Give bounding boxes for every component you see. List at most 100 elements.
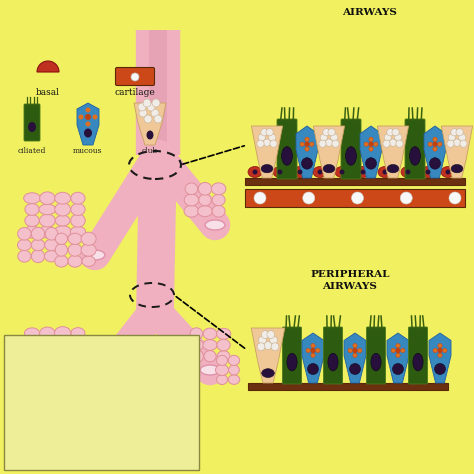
Ellipse shape [72,368,84,380]
Circle shape [352,348,358,353]
Ellipse shape [435,364,446,374]
Circle shape [369,137,373,142]
Circle shape [270,140,277,147]
Ellipse shape [86,379,98,391]
Ellipse shape [55,203,71,216]
Ellipse shape [18,386,31,397]
Ellipse shape [298,170,302,174]
Circle shape [92,115,98,119]
Text: basal: basal [36,88,60,97]
Ellipse shape [217,351,230,362]
Ellipse shape [371,353,381,371]
Circle shape [151,109,159,117]
Ellipse shape [228,375,240,384]
Circle shape [138,103,146,111]
Circle shape [401,348,405,353]
Ellipse shape [387,164,399,173]
Ellipse shape [356,166,370,177]
FancyBboxPatch shape [277,119,297,179]
Ellipse shape [392,364,403,374]
Ellipse shape [212,205,225,217]
Ellipse shape [287,353,297,371]
Polygon shape [387,333,409,383]
Circle shape [311,344,315,348]
Circle shape [369,147,373,151]
Ellipse shape [301,158,312,169]
Ellipse shape [335,166,349,177]
FancyBboxPatch shape [245,178,465,185]
Circle shape [391,348,395,353]
Ellipse shape [55,233,67,245]
Ellipse shape [39,361,56,373]
Circle shape [433,137,437,142]
FancyBboxPatch shape [323,327,343,384]
Text: cartilage: cartilage [115,88,155,97]
Ellipse shape [45,239,59,251]
Ellipse shape [71,360,85,374]
Circle shape [460,140,467,147]
FancyBboxPatch shape [24,104,40,141]
Circle shape [154,115,162,123]
Circle shape [448,134,456,141]
Ellipse shape [282,146,292,165]
Ellipse shape [46,385,58,398]
Ellipse shape [451,164,463,173]
Ellipse shape [323,164,335,173]
Circle shape [383,140,390,147]
Circle shape [305,147,309,151]
Ellipse shape [39,204,56,215]
Text: mucous: mucous [73,147,103,155]
Circle shape [300,142,304,146]
Circle shape [384,134,392,141]
Circle shape [267,331,275,338]
Ellipse shape [40,327,55,339]
Circle shape [269,134,276,141]
Ellipse shape [55,338,71,351]
Circle shape [332,140,339,147]
Circle shape [358,348,362,353]
Circle shape [328,128,335,136]
Circle shape [396,353,400,357]
Ellipse shape [217,328,231,339]
Ellipse shape [55,192,71,204]
Circle shape [319,140,326,147]
Ellipse shape [39,338,55,351]
Circle shape [139,109,147,117]
Circle shape [310,348,316,353]
Ellipse shape [413,353,423,371]
Ellipse shape [216,365,228,375]
Ellipse shape [185,183,198,195]
Circle shape [85,114,91,120]
Ellipse shape [24,193,40,204]
Ellipse shape [71,214,85,227]
Circle shape [433,147,437,151]
Circle shape [325,139,333,146]
Ellipse shape [217,356,228,365]
Ellipse shape [44,374,59,386]
Ellipse shape [58,379,71,391]
Circle shape [400,192,412,204]
Text: PERIPHERAL
AIRWAYS: PERIPHERAL AIRWAYS [310,270,390,291]
Ellipse shape [24,338,40,350]
Ellipse shape [146,130,154,139]
Ellipse shape [31,250,45,263]
Ellipse shape [189,340,204,350]
Circle shape [456,128,463,136]
Ellipse shape [18,239,31,251]
Circle shape [304,142,310,147]
Circle shape [443,348,447,353]
Ellipse shape [339,170,345,174]
Polygon shape [441,126,473,178]
Ellipse shape [228,356,239,365]
Circle shape [353,344,357,348]
Text: AIRWAYS: AIRWAYS [343,8,397,17]
Ellipse shape [365,158,376,169]
Circle shape [79,115,83,119]
Ellipse shape [198,182,212,195]
Ellipse shape [71,350,85,361]
Text: club: club [142,147,158,155]
Polygon shape [429,333,451,383]
Circle shape [394,134,402,141]
Ellipse shape [55,349,70,362]
Circle shape [310,142,314,146]
